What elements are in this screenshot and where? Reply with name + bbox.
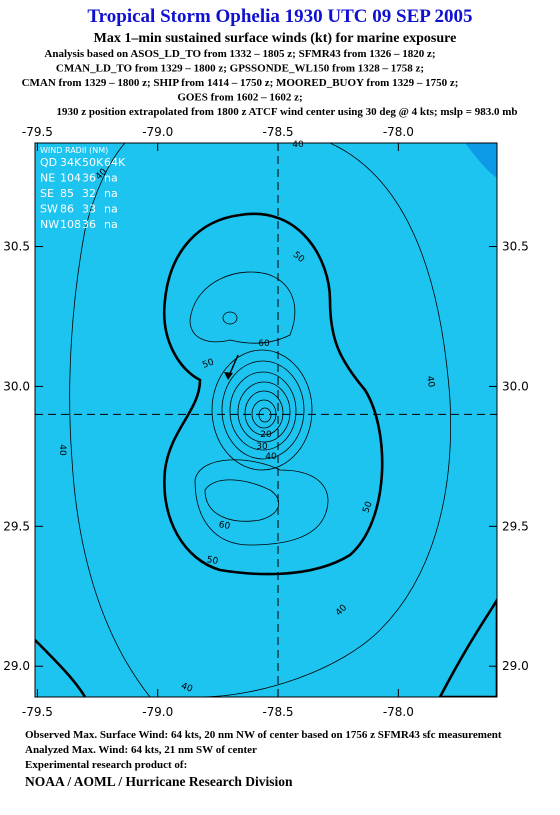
contour-label: 60 xyxy=(258,339,270,349)
contour-fill xyxy=(237,381,291,443)
wind-radii-cell: na xyxy=(104,203,118,216)
wind-radii-cell: 36 xyxy=(82,172,96,185)
contour-label: 50 xyxy=(201,357,215,370)
analysis-line: CMAN_LD_TO from 1329 – 1800 z; GPSSONDE_… xyxy=(56,63,424,75)
wind-radii-cell: 104 xyxy=(60,172,81,185)
y-tick-label: 29.0 xyxy=(502,659,529,673)
contour-fill xyxy=(162,212,384,576)
x-tick-label: -79.5 xyxy=(22,705,53,719)
contour-fill xyxy=(465,143,497,178)
x-tick-label: -79.0 xyxy=(142,125,173,139)
y-tick-label: 30.5 xyxy=(502,240,529,254)
contour-fill xyxy=(258,407,272,423)
wind-radii-cell: na xyxy=(104,187,118,200)
wind-radii-title: WIND RADII (NM) xyxy=(40,146,108,155)
wind-radii-cell: NE xyxy=(40,172,55,185)
contour-label: 50 xyxy=(361,500,374,514)
wind-radii-cell: 50K xyxy=(82,156,104,169)
contour-fill xyxy=(229,371,297,451)
contour-label: 50 xyxy=(206,555,219,567)
background xyxy=(35,143,497,697)
wind-radii-cell: 36 xyxy=(82,218,96,231)
wind-radii-cell: SE xyxy=(40,187,54,200)
wind-radii-cell: QD xyxy=(40,156,57,169)
y-tick-label: 30.5 xyxy=(3,240,30,254)
contour-fill xyxy=(221,360,305,460)
contour-label: 20 xyxy=(260,430,272,440)
contour-label: 40 xyxy=(180,681,194,694)
contour-label: 40 xyxy=(57,444,67,456)
contour-fill xyxy=(69,143,451,697)
x-tick-label: -78.5 xyxy=(263,125,294,139)
y-tick-label: 30.0 xyxy=(3,379,30,393)
contour-label: 60 xyxy=(218,520,231,532)
chart-title: Tropical Storm Ophelia 1930 UTC 09 SEP 2… xyxy=(87,6,472,27)
wind-radii-cell: SW xyxy=(40,203,58,216)
footer-line: Analyzed Max. Wind: 64 kts, 21 nm SW of … xyxy=(25,744,257,756)
analysis-line: GOES from 1602 – 1602 z; xyxy=(177,92,302,104)
contour-label: 40 xyxy=(265,452,277,462)
wind-radii-cell: 86 xyxy=(60,203,74,216)
wind-radii-cell: 64K xyxy=(104,156,126,169)
contour-label: 40 xyxy=(292,140,304,150)
y-tick-label: 29.5 xyxy=(502,519,529,533)
analysis-line: 1930 z position extrapolated from 1800 z… xyxy=(57,106,518,118)
contour-fill xyxy=(244,390,284,436)
x-tick-label: -79.0 xyxy=(142,705,173,719)
wind-radii-cell: na xyxy=(104,218,118,231)
contour-fill xyxy=(211,349,313,471)
analysis-line: Analysis based on ASOS_LD_TO from 1332 –… xyxy=(44,48,435,60)
contour-line xyxy=(35,639,87,697)
wind-radii-cell: 85 xyxy=(60,187,74,200)
arrow-head xyxy=(224,372,233,380)
x-tick-label: -78.5 xyxy=(263,705,294,719)
wind-radii-cell: 108 xyxy=(60,218,81,231)
wind-radii-cell: 34K xyxy=(60,156,82,169)
contour-label: 30 xyxy=(256,442,268,452)
y-tick-label: 30.0 xyxy=(502,379,529,393)
contour-fill xyxy=(204,479,280,522)
wind-radii-cell: na xyxy=(104,172,118,185)
y-tick-label: 29.5 xyxy=(3,519,30,533)
x-tick-label: -79.5 xyxy=(22,125,53,139)
x-tick-label: -78.0 xyxy=(383,705,414,719)
chart-subtitle: Max 1–min sustained surface winds (kt) f… xyxy=(94,31,457,46)
footer-line: Experimental research product of: xyxy=(25,759,187,771)
analysis-line: CMAN from 1329 – 1800 z; SHIP from 1414 … xyxy=(22,77,459,89)
x-tick-label: -78.0 xyxy=(383,125,414,139)
contour-fill xyxy=(194,459,329,546)
contour-fill xyxy=(189,271,296,344)
wind-radii-cell: 33 xyxy=(82,203,96,216)
contour-fill xyxy=(222,311,238,325)
organization: NOAA / AOML / Hurricane Research Divisio… xyxy=(25,774,293,789)
contour-field xyxy=(35,143,497,697)
plot-frame xyxy=(34,142,498,698)
wind-radii-cell: NW xyxy=(40,218,59,231)
y-tick-label: 29.0 xyxy=(3,659,30,673)
contour-label: 40 xyxy=(424,375,436,388)
wind-radii-cell: 32 xyxy=(82,187,96,200)
footer-line: Observed Max. Surface Wind: 64 kts, 20 n… xyxy=(25,729,502,741)
